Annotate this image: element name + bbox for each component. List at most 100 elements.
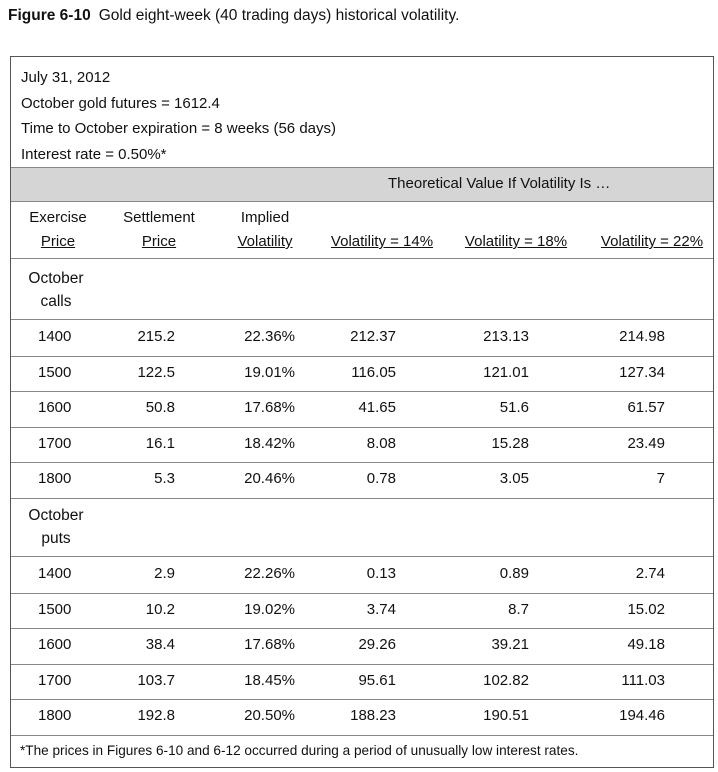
value-vol18-cell: 3.05 bbox=[499, 470, 529, 488]
header-exercise-price: Exercise Price bbox=[19, 206, 97, 254]
info-block: July 31, 2012 October gold futures = 161… bbox=[21, 65, 336, 167]
value-vol18-cell: 8.7 bbox=[508, 600, 529, 618]
implied-volatility-cell: 20.50% bbox=[244, 707, 295, 725]
exercise-price-cell: 1600 bbox=[38, 399, 72, 417]
row-divider bbox=[11, 462, 713, 464]
header-settlement-line2: Price bbox=[141, 233, 177, 250]
value-vol22-cell: 49.18 bbox=[627, 636, 665, 654]
value-vol14-cell: 95.61 bbox=[358, 671, 396, 689]
value-vol14-cell: 116.05 bbox=[351, 363, 396, 381]
puts-group-label: October puts bbox=[23, 504, 89, 550]
exercise-price-cell: 1400 bbox=[38, 328, 72, 345]
settlement-price-cell: 122.5 bbox=[137, 363, 175, 381]
value-vol18-cell: 121.01 bbox=[483, 363, 529, 381]
divider bbox=[11, 258, 713, 259]
exercise-price-cell: 1800 bbox=[38, 470, 72, 488]
implied-volatility-cell: 20.46% bbox=[244, 470, 295, 488]
value-vol22-cell: 127.34 bbox=[619, 363, 665, 381]
row-divider bbox=[11, 355, 713, 357]
value-vol14-cell: 8.08 bbox=[366, 434, 396, 452]
header-implied-line1: Implied bbox=[240, 209, 290, 226]
settlement-price-cell: 2.9 bbox=[154, 565, 175, 582]
value-vol22-cell: 23.49 bbox=[627, 434, 665, 452]
value-vol14-cell: 0.13 bbox=[366, 565, 396, 582]
settlement-price-cell: 103.7 bbox=[137, 671, 175, 689]
info-futures: October gold futures = 1612.4 bbox=[21, 94, 220, 112]
calls-label-line2: calls bbox=[40, 293, 72, 310]
value-vol18-cell: 213.13 bbox=[483, 328, 529, 345]
value-vol22-cell: 61.57 bbox=[627, 399, 665, 417]
value-vol14-cell: 29.26 bbox=[358, 636, 396, 654]
table-row: 1700 16.1 18.42% 8.08 15.28 23.49 bbox=[11, 427, 713, 462]
value-vol14-cell: 3.74 bbox=[366, 600, 396, 618]
calls-label-line1: October bbox=[28, 270, 84, 287]
value-vol22-cell: 194.46 bbox=[619, 707, 665, 725]
table-row: 1400 215.2 22.36% 212.37 213.13 214.98 bbox=[11, 320, 713, 355]
value-vol14-cell: 0.78 bbox=[366, 470, 396, 488]
table-row: 1400 2.9 22.26% 0.13 0.89 2.74 bbox=[11, 557, 713, 592]
implied-volatility-cell: 22.36% bbox=[244, 328, 295, 345]
implied-volatility-cell: 17.68% bbox=[244, 636, 295, 654]
header-vol22-label: Volatility = 22% bbox=[600, 233, 704, 250]
implied-volatility-cell: 22.26% bbox=[244, 565, 295, 582]
value-vol22-cell: 111.03 bbox=[621, 671, 665, 689]
exercise-price-cell: 1700 bbox=[38, 434, 72, 452]
info-expiration: Time to October expiration = 8 weeks (56… bbox=[21, 120, 336, 137]
exercise-price-cell: 1400 bbox=[38, 565, 72, 582]
figure-number: Figure 6-10 bbox=[8, 7, 91, 24]
row-divider bbox=[11, 735, 713, 736]
value-vol22-cell: 7 bbox=[656, 470, 665, 488]
footnote: *The prices in Figures 6-10 and 6-12 occ… bbox=[20, 743, 579, 758]
theoretical-value-label: Theoretical Value If Volatility Is … bbox=[388, 175, 611, 192]
info-interest: Interest rate = 0.50%* bbox=[21, 145, 167, 163]
header-vol18-label: Volatility = 18% bbox=[464, 233, 568, 250]
settlement-price-cell: 215.2 bbox=[137, 328, 175, 345]
table-row: 1800 192.8 20.50% 188.23 190.51 194.46 bbox=[11, 699, 713, 734]
header-implied-line2: Volatility bbox=[237, 233, 293, 250]
info-date: July 31, 2012 bbox=[21, 69, 111, 86]
table-row: 1700 103.7 18.45% 95.61 102.82 111.03 bbox=[11, 664, 713, 699]
table-row: 1500 122.5 19.01% 116.05 121.01 127.34 bbox=[11, 356, 713, 391]
header-settlement-price: Settlement Price bbox=[111, 206, 207, 254]
table-row: 1800 5.3 20.46% 0.78 3.05 7 bbox=[11, 462, 713, 497]
value-vol22-cell: 214.98 bbox=[619, 328, 665, 345]
header-exercise-line2: Price bbox=[40, 233, 76, 250]
header-settlement-line1: Settlement bbox=[123, 209, 195, 226]
value-vol22-cell: 2.74 bbox=[635, 565, 665, 582]
value-vol18-cell: 102.82 bbox=[483, 671, 529, 689]
puts-label-line1: October bbox=[28, 507, 84, 524]
settlement-price-cell: 10.2 bbox=[145, 600, 175, 618]
figure-title: Gold eight-week (40 trading days) histor… bbox=[98, 7, 460, 24]
exercise-price-cell: 1500 bbox=[38, 600, 72, 618]
row-divider bbox=[11, 391, 713, 393]
row-divider bbox=[11, 663, 713, 665]
value-vol18-cell: 39.21 bbox=[491, 636, 529, 654]
divider bbox=[11, 556, 713, 557]
header-vol22: Volatility = 22% bbox=[589, 230, 715, 254]
exercise-price-cell: 1500 bbox=[38, 363, 72, 381]
header-vol14: Volatility = 14% bbox=[319, 230, 445, 254]
exercise-price-cell: 1600 bbox=[38, 636, 72, 654]
volatility-table: July 31, 2012 October gold futures = 161… bbox=[10, 56, 714, 768]
row-divider bbox=[11, 628, 713, 630]
implied-volatility-cell: 19.02% bbox=[244, 600, 295, 618]
row-divider bbox=[11, 498, 713, 499]
value-vol22-cell: 15.02 bbox=[627, 600, 665, 618]
value-vol18-cell: 190.51 bbox=[483, 707, 529, 725]
header-vol18: Volatility = 18% bbox=[453, 230, 579, 254]
header-implied-volatility: Implied Volatility bbox=[225, 206, 305, 254]
implied-volatility-cell: 18.45% bbox=[244, 671, 295, 689]
exercise-price-cell: 1700 bbox=[38, 671, 72, 689]
theoretical-value-band: Theoretical Value If Volatility Is … bbox=[11, 167, 713, 202]
value-vol14-cell: 212.37 bbox=[350, 328, 396, 345]
table-row: 1600 50.8 17.68% 41.65 51.6 61.57 bbox=[11, 391, 713, 426]
row-divider bbox=[11, 699, 713, 701]
implied-volatility-cell: 19.01% bbox=[244, 363, 295, 381]
figure-caption: Figure 6-10 Gold eight-week (40 trading d… bbox=[8, 7, 459, 25]
value-vol18-cell: 51.6 bbox=[499, 399, 529, 417]
header-exercise-line1: Exercise bbox=[29, 209, 87, 226]
puts-label-line2: puts bbox=[41, 530, 71, 547]
value-vol18-cell: 15.28 bbox=[491, 434, 529, 452]
implied-volatility-cell: 17.68% bbox=[244, 399, 295, 417]
exercise-price-cell: 1800 bbox=[38, 707, 72, 725]
